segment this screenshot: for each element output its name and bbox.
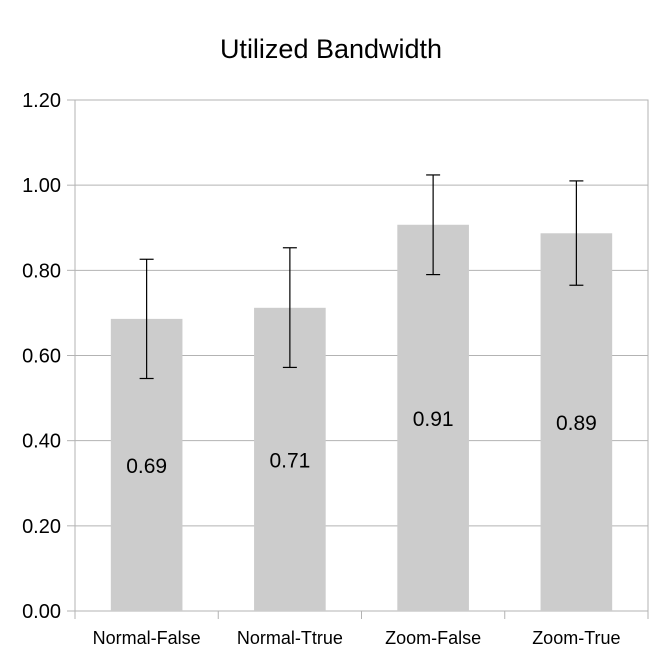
bars [110,224,613,611]
x-axis: Normal-False Normal-Ttrue Zoom-False Zoom-T… [74,611,649,648]
x-tick-label: Normal-Ttrue [237,628,343,648]
bar [397,224,469,611]
chart-title: Utilized Bandwidth [220,34,442,64]
y-tick-label: 0.40 [22,431,61,453]
data-label: 0.69 [126,455,167,478]
error-bars [139,174,584,380]
y-tick-label: 0.60 [22,346,61,368]
data-labels: 0.69 0.71 0.91 0.89 [126,408,597,478]
data-label: 0.91 [413,408,454,431]
y-tick-label: 0.80 [22,260,61,282]
bar [540,233,613,611]
data-label: 0.89 [556,412,597,435]
y-tick-label: 0.20 [22,516,61,538]
y-tick-label: 0.00 [22,601,61,623]
y-tick-label: 1.00 [22,175,61,197]
y-axis: 0.00 0.20 0.40 0.60 0.80 1.00 1.20 [22,90,75,623]
x-tick-label: Zoom-True [532,628,620,648]
data-label: 0.71 [269,449,310,472]
y-tick-label: 1.20 [22,90,61,112]
x-tick-label: Normal-False [93,628,201,648]
x-tick-label: Zoom-False [385,628,481,648]
